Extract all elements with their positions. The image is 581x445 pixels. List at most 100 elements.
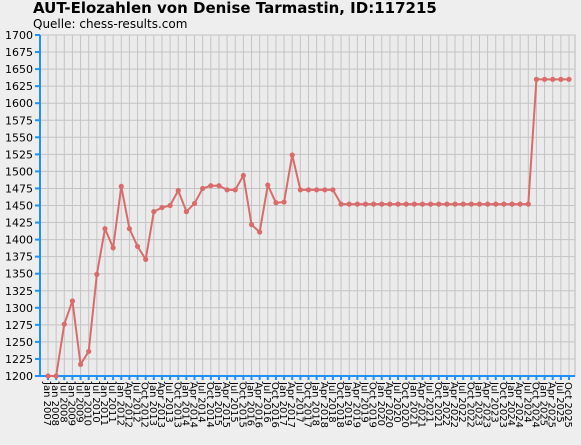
x-tick-label: Oct 2019 <box>367 382 378 428</box>
x-tick-label: Oct 2024 <box>529 382 540 428</box>
point <box>281 199 287 205</box>
x-tick-label: Apr 2014 <box>188 382 199 428</box>
x-tick-label: Jan 2024 <box>505 381 516 426</box>
point <box>134 243 141 250</box>
point <box>126 226 133 232</box>
x-tick-label: Apr 2022 <box>448 382 459 428</box>
x-tick-label: Apr 2019 <box>350 382 361 428</box>
point <box>395 201 401 207</box>
x-tick-label: Oct 2015 <box>236 382 247 428</box>
x-tick-label: Jul 2016 <box>261 381 272 423</box>
y-tick-label: 1700 <box>5 29 33 42</box>
y-tick-label: 1475 <box>5 182 33 195</box>
x-tick-label: Oct 2014 <box>204 382 215 428</box>
point <box>452 201 458 207</box>
x-tick-label: Jan 2016 <box>245 381 256 426</box>
y-tick-label: 1500 <box>5 165 33 178</box>
y-tick-label: 1675 <box>5 46 33 59</box>
y-tick-label: 1400 <box>5 234 33 247</box>
x-tick-label: Apr 2018 <box>318 382 329 428</box>
point <box>484 201 491 207</box>
chart-title: AUT-Elozahlen von Denise Tarmastin, ID:1… <box>33 0 437 17</box>
point <box>533 76 540 82</box>
x-tick-label: Jul 2013 <box>163 381 174 423</box>
point <box>183 209 189 215</box>
point <box>118 183 124 190</box>
point <box>436 201 442 207</box>
point <box>102 226 108 232</box>
point <box>248 221 255 228</box>
y-tick-label: 1450 <box>5 200 33 213</box>
x-tick-label: Apr 2023 <box>481 382 492 428</box>
x-tick-label: Jan 2008 <box>49 381 60 426</box>
chart-subtitle: Quelle: chess-results.com <box>33 17 187 31</box>
point <box>517 201 523 207</box>
y-tick-label: 1350 <box>5 268 33 281</box>
point <box>143 256 149 262</box>
x-tick-label: Oct 2018 <box>334 382 345 428</box>
point <box>322 187 328 193</box>
x-tick-label: Jul 2018 <box>326 381 337 423</box>
x-tick-label: Jan 2011 <box>98 381 109 426</box>
point <box>411 201 417 207</box>
x-tick-label: Jul 2022 <box>456 381 467 423</box>
point <box>224 187 230 193</box>
x-tick-label: Jan 2022 <box>440 381 451 426</box>
point <box>558 76 564 82</box>
point <box>53 373 59 379</box>
y-tick-label: 1650 <box>5 63 33 76</box>
point <box>501 201 507 207</box>
x-tick-label: Apr 2020 <box>383 382 394 428</box>
x-tick-label: Jul 2008 <box>57 381 68 423</box>
x-tick-label: Oct 2012 <box>139 382 150 428</box>
point <box>476 201 483 207</box>
point <box>273 200 279 206</box>
x-tick-label: Jan 2014 <box>179 381 190 426</box>
point <box>77 361 84 368</box>
x-tick-label: Jan 2025 <box>538 381 549 426</box>
x-tick-label: Oct 2020 <box>399 382 410 428</box>
y-tick-label: 1225 <box>5 353 33 366</box>
point <box>460 201 466 207</box>
x-tick-label: Jan 2009 <box>65 381 76 426</box>
point <box>362 201 369 207</box>
x-tick-label: Jan 2017 <box>277 381 288 426</box>
x-tick-label: Apr 2013 <box>155 382 166 428</box>
y-tick-label: 1550 <box>5 131 33 144</box>
x-tick-label: Jan 2015 <box>212 381 223 426</box>
point <box>354 201 360 207</box>
point <box>468 201 474 207</box>
point <box>61 321 67 327</box>
x-tick-label: Jul 2019 <box>358 381 369 423</box>
point <box>338 201 344 207</box>
point <box>403 201 409 207</box>
point <box>371 201 377 207</box>
point <box>346 201 352 207</box>
x-tick-label: Oct 2013 <box>171 382 182 428</box>
point <box>240 172 246 179</box>
point <box>419 201 426 207</box>
x-tick-label: Apr 2015 <box>220 382 231 428</box>
x-tick-label: Jan 2012 <box>114 381 125 426</box>
x-tick-label: Jul 2024 <box>521 381 532 423</box>
point <box>45 373 51 379</box>
y-tick-label: 1575 <box>5 114 33 127</box>
point <box>428 201 434 207</box>
x-tick-label: Apr 2021 <box>415 382 426 428</box>
point <box>167 202 173 209</box>
x-tick-label: Oct 2021 <box>432 382 443 428</box>
x-tick-label: Jan 2010 <box>82 381 93 426</box>
x-tick-label: Apr 2017 <box>285 382 296 428</box>
point <box>444 201 450 207</box>
x-tick-label: Apr 2012 <box>122 382 133 428</box>
x-tick-label: Apr 2016 <box>253 382 264 428</box>
y-tick-label: 1325 <box>5 285 33 298</box>
y-tick-label: 1250 <box>5 336 33 349</box>
y-tick-label: 1600 <box>5 97 33 110</box>
point <box>314 187 320 193</box>
point <box>191 200 198 207</box>
point <box>525 201 531 207</box>
x-tick-label: Oct 2022 <box>464 382 475 428</box>
